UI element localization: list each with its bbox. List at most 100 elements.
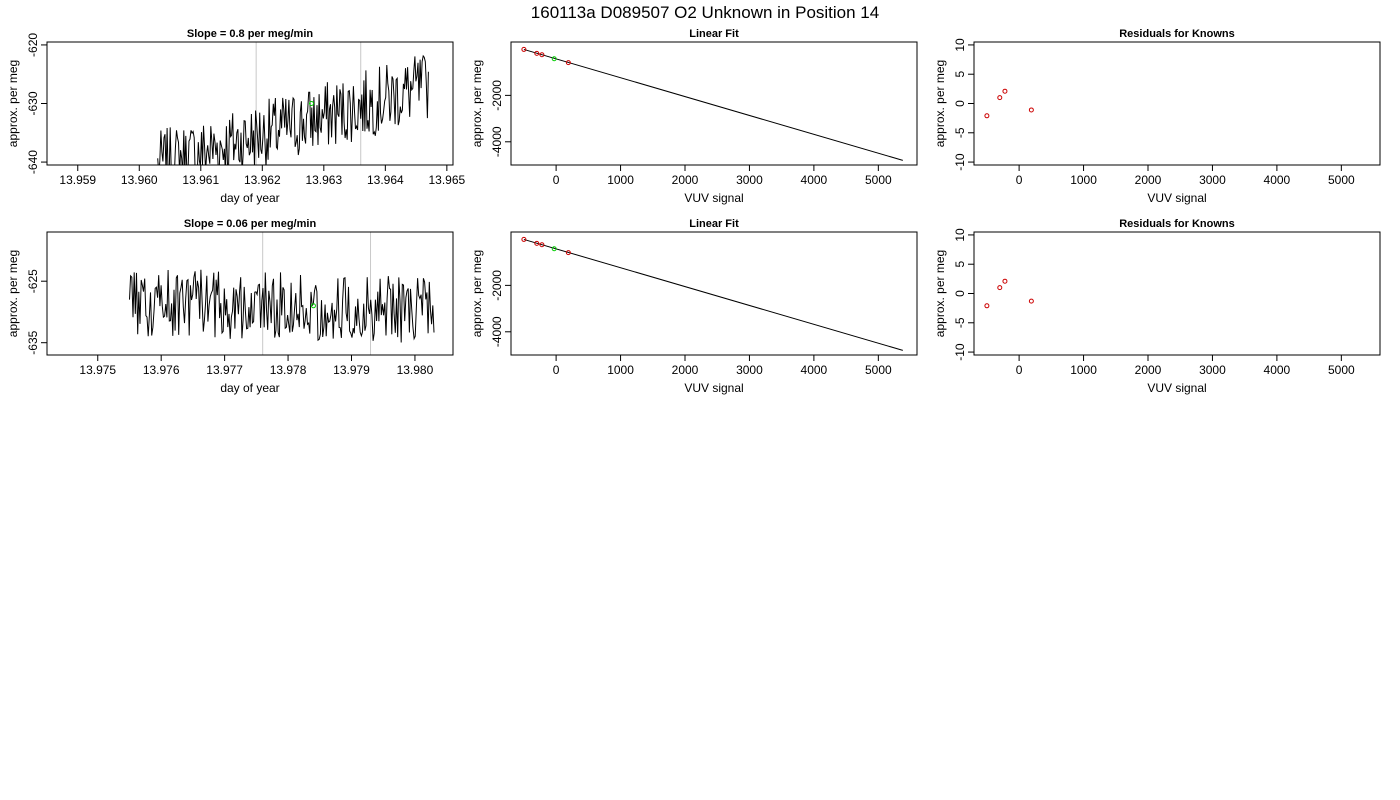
y-tick-label: 10	[953, 38, 967, 52]
x-tick-label: 13.965	[428, 173, 465, 187]
y-tick-label: 10	[953, 228, 967, 242]
panel-title: Slope = 0.8 per meg/min	[187, 28, 314, 40]
x-tick-label: 13.964	[367, 173, 404, 187]
x-tick-label: 1000	[607, 363, 634, 377]
x-tick-label: 3000	[1199, 173, 1226, 187]
panel-1: Slope = 0.8 per meg/min 13.959 13.960 13.96…	[6, 28, 466, 205]
signal-trace	[157, 54, 429, 165]
known-point	[565, 60, 571, 66]
x-axis-label: VUV signal	[684, 381, 743, 395]
plot-area	[129, 232, 435, 355]
x-tick-label: 13.963	[305, 173, 342, 187]
plot-frame	[510, 231, 918, 356]
known-point	[521, 236, 527, 242]
y-tick-label: -2000	[490, 270, 504, 301]
y-tick-label: -2000	[490, 80, 504, 111]
plot-area	[521, 46, 903, 161]
fit-line	[523, 238, 903, 351]
y-axis-label: approx. per meg	[933, 250, 947, 337]
y-axis-label: approx. per meg	[470, 250, 484, 337]
panel-title: Residuals for Knowns	[1119, 28, 1235, 40]
x-tick-label: 5000	[865, 363, 892, 377]
y-tick-label: -4000	[490, 126, 504, 157]
known-point	[534, 240, 540, 246]
x-tick-label: 0	[553, 173, 560, 187]
y-tick-label: -635	[26, 330, 40, 354]
x-tick-label: 13.979	[333, 363, 370, 377]
signal-trace	[129, 269, 435, 343]
plot-area	[521, 236, 903, 351]
x-tick-label: 3000	[1199, 363, 1226, 377]
x-tick-label: 13.980	[397, 363, 434, 377]
known-point	[1028, 107, 1034, 113]
x-tick-label: 3000	[736, 363, 763, 377]
known-point	[997, 95, 1003, 101]
x-tick-label: 4000	[1264, 363, 1291, 377]
y-axis-label: approx. per meg	[933, 60, 947, 147]
unknown-point	[310, 303, 316, 309]
plot-frame	[973, 41, 1381, 166]
x-tick-label: 1000	[1070, 173, 1097, 187]
x-tick-label: 13.975	[79, 363, 116, 377]
x-tick-label: 4000	[801, 363, 828, 377]
x-tick-label: 5000	[865, 173, 892, 187]
x-tick-label: 13.977	[206, 363, 243, 377]
y-axis-label: approx. per meg	[470, 60, 484, 147]
y-tick-label: 5	[953, 71, 967, 78]
known-point	[565, 250, 571, 256]
fit-line	[523, 48, 903, 161]
panel-6: Residuals for Knowns 0 1000 2000 3000 4000 500…	[933, 218, 1381, 395]
y-tick-label: 0	[953, 290, 967, 297]
x-tick-label: 0	[553, 363, 560, 377]
x-tick-label: 13.960	[121, 173, 158, 187]
known-point	[984, 113, 990, 119]
known-point	[997, 285, 1003, 291]
panel-3: Residuals for Knowns 0 1000 2000 3000 4000 500…	[933, 28, 1381, 205]
x-axis-label: VUV signal	[1147, 381, 1206, 395]
y-tick-label: 0	[953, 100, 967, 107]
figure-title: 160113a D089507 O2 Unknown in Position 1…	[531, 3, 879, 22]
x-tick-label: 4000	[801, 173, 828, 187]
x-tick-label: 13.978	[270, 363, 307, 377]
x-axis-label: VUV signal	[1147, 191, 1206, 205]
x-tick-label: 5000	[1328, 363, 1355, 377]
y-tick-label: 5	[953, 261, 967, 268]
plot-frame	[46, 41, 454, 166]
known-point	[1028, 298, 1034, 304]
plot-area	[984, 88, 1034, 119]
x-tick-label: 2000	[672, 363, 699, 377]
plot-frame	[510, 41, 918, 166]
plot-area	[157, 42, 429, 165]
x-tick-label: 0	[1016, 363, 1023, 377]
panel-4: Slope = 0.06 per meg/min 13.975 13.976 13.9…	[6, 218, 454, 395]
y-tick-label: -620	[26, 33, 40, 57]
y-axis-label: approx. per meg	[6, 60, 20, 147]
x-tick-label: 1000	[1070, 363, 1097, 377]
y-tick-label: -10	[953, 343, 967, 361]
y-tick-label: -640	[26, 150, 40, 174]
unknown-point	[551, 56, 557, 62]
x-tick-label: 13.961	[182, 173, 219, 187]
x-tick-label: 3000	[736, 173, 763, 187]
panels-group: Slope = 0.8 per meg/min 13.959 13.960 13.96…	[6, 28, 1381, 395]
x-axis-label: day of year	[220, 191, 279, 205]
known-point	[539, 242, 545, 248]
panel-title: Residuals for Knowns	[1119, 218, 1235, 230]
known-point	[984, 303, 990, 309]
x-tick-label: 13.959	[59, 173, 96, 187]
x-tick-label: 2000	[1135, 173, 1162, 187]
y-tick-label: -4000	[490, 316, 504, 347]
x-tick-label: 4000	[1264, 173, 1291, 187]
x-axis-label: VUV signal	[684, 191, 743, 205]
y-tick-label: -630	[26, 91, 40, 115]
x-tick-label: 5000	[1328, 173, 1355, 187]
y-tick-label: -625	[26, 269, 40, 293]
y-tick-label: -5	[953, 127, 967, 138]
x-tick-label: 13.962	[244, 173, 281, 187]
x-tick-label: 2000	[1135, 363, 1162, 377]
x-axis-label: day of year	[220, 381, 279, 395]
x-tick-label: 2000	[672, 173, 699, 187]
y-tick-label: -10	[953, 153, 967, 171]
panel-2: Linear Fit 0 1000 2000 3000 4000 5000 -2000 -400…	[470, 28, 918, 205]
